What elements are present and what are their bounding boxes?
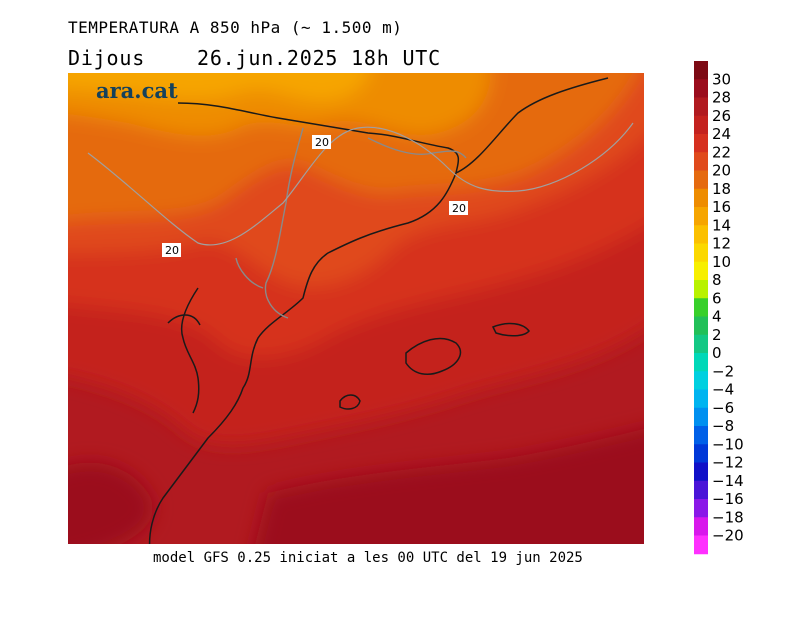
legend-swatch [694, 261, 708, 281]
legend-swatch [694, 134, 708, 153]
legend-tick-label: 2 [712, 326, 722, 344]
legend-swatch [694, 79, 708, 98]
legend-swatch [694, 280, 708, 299]
menorca-island [491, 322, 530, 337]
svg-text:20: 20 [452, 202, 466, 215]
legend-tick-label: 8 [712, 271, 722, 289]
legend-swatch [694, 426, 708, 445]
forecast-day: Dijous [68, 46, 146, 70]
legend-swatch [694, 243, 708, 263]
legend-swatch [694, 61, 708, 80]
legend-tick-label: −2 [712, 362, 734, 380]
legend-swatch [694, 517, 708, 536]
ibiza-island [339, 394, 361, 410]
svg-text:ara.cat: ara.cat [96, 78, 178, 103]
legend-tick-label: 28 [712, 89, 731, 107]
contour-label-2: 20 [449, 201, 468, 215]
legend-swatch [694, 225, 708, 244]
legend-swatch [694, 371, 708, 390]
hot-south-26 [255, 428, 644, 544]
isotherm-20 [87, 122, 634, 246]
hot-core-26 [68, 462, 154, 544]
legend-tick-label: −6 [712, 399, 734, 417]
legend-tick-label: −12 [712, 454, 744, 472]
legend-tick-label: 12 [712, 235, 731, 253]
legend-swatch [694, 152, 708, 171]
svg-text:20: 20 [165, 244, 179, 257]
legend-swatch [694, 334, 708, 354]
legend-tick-label: 22 [712, 143, 731, 161]
mallorca-island [405, 337, 462, 376]
band-12 [68, 73, 369, 102]
legend-swatch [694, 97, 708, 117]
legend-tick-label: 14 [712, 216, 731, 234]
legend-tick-label: 6 [712, 289, 722, 307]
legend-swatch [694, 207, 708, 226]
legend-swatch [694, 535, 708, 555]
legend-tick-label: −14 [712, 472, 744, 490]
legend-swatch [694, 316, 708, 336]
svg-text:20: 20 [315, 136, 329, 149]
legend-tick-label: −20 [712, 527, 744, 545]
legend-swatch [694, 298, 708, 317]
forecast-datetime: 26.jun.2025 18h UTC [197, 46, 441, 70]
legend-tick-label: 0 [712, 344, 722, 362]
color-legend: 302826242220181614121086420−2−4−6−8−10−1… [694, 61, 744, 555]
legend-tick-label: −8 [712, 417, 734, 435]
temperature-map: ara.cat 20 20 20 [68, 73, 644, 544]
legend-tick-label: 10 [712, 253, 731, 271]
legend-swatch [694, 462, 708, 482]
legend-tick-label: −10 [712, 435, 744, 453]
legend-swatch [694, 480, 708, 500]
legend-swatch [694, 188, 708, 208]
legend-tick-label: 26 [712, 107, 731, 125]
legend-swatch [694, 389, 708, 409]
legend-swatch [694, 407, 708, 427]
logo: ara.cat [96, 78, 178, 103]
legend-swatch [694, 115, 708, 135]
legend-swatch [694, 353, 708, 372]
legend-tick-label: 24 [712, 125, 731, 143]
contour-label-3: 20 [162, 243, 181, 257]
legend-swatch [694, 444, 708, 463]
legend-tick-label: −4 [712, 381, 734, 399]
legend-tick-label: −16 [712, 490, 744, 508]
legend-swatch [694, 170, 708, 190]
legend-tick-label: 30 [712, 70, 731, 88]
border-lines [235, 127, 467, 319]
legend-swatch [694, 499, 708, 518]
contour-label-1: 20 [312, 135, 331, 149]
model-info: model GFS 0.25 iniciat a les 00 UTC del … [153, 550, 583, 566]
legend-tick-label: −18 [712, 508, 744, 526]
legend-tick-label: 16 [712, 198, 731, 216]
chart-title: TEMPERATURA A 850 hPa (~ 1.500 m) [68, 18, 403, 37]
legend-tick-label: 20 [712, 162, 731, 180]
legend-tick-label: 4 [712, 308, 722, 326]
legend-tick-label: 18 [712, 180, 731, 198]
